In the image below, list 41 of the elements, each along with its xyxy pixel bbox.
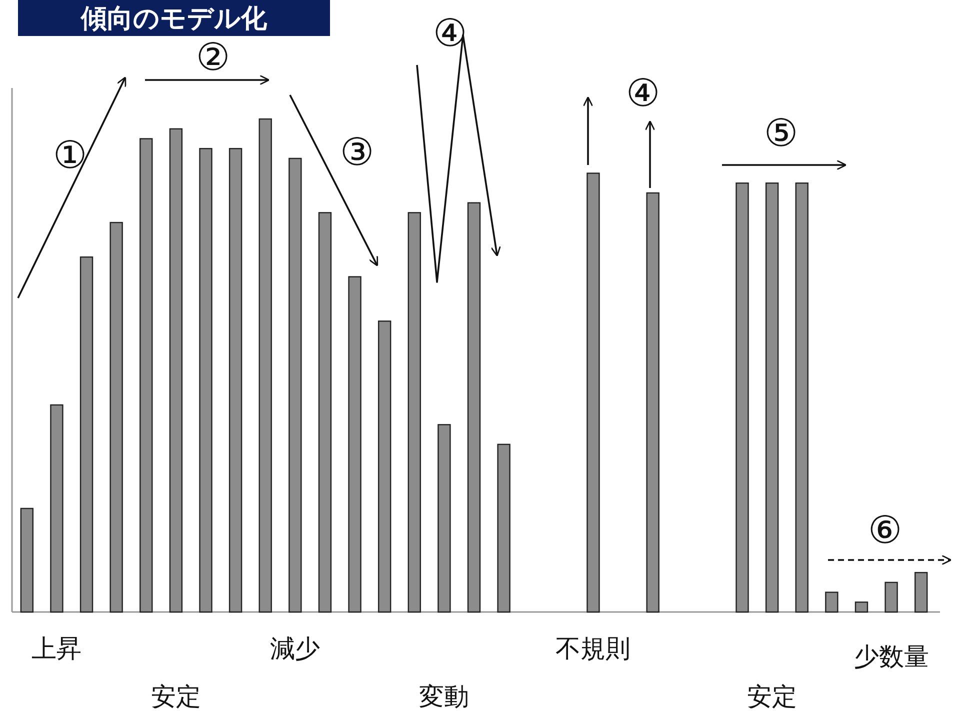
x-tick-label: 上昇	[32, 634, 82, 663]
bar	[408, 212, 421, 613]
bar	[348, 276, 362, 613]
bar	[80, 256, 94, 613]
bar	[140, 138, 153, 613]
bar	[438, 424, 451, 613]
x-tick-label: 安定	[150, 682, 201, 711]
bar	[497, 444, 510, 613]
bar	[646, 192, 660, 613]
x-tick-label: 変動	[419, 682, 470, 711]
x-tick-label: 少数量	[854, 642, 929, 671]
annotation: ③	[340, 130, 374, 174]
text: ④	[626, 71, 660, 115]
x-tick-label: 安定	[747, 682, 798, 711]
bar	[854, 602, 868, 613]
bar	[50, 404, 64, 613]
bar	[228, 148, 242, 613]
bar	[914, 572, 928, 613]
x-tick-label: 減少	[270, 634, 320, 663]
bar	[258, 118, 272, 613]
bar	[378, 320, 392, 613]
bar	[884, 582, 898, 613]
text: ④	[432, 11, 468, 55]
bar	[467, 202, 481, 613]
bar	[795, 182, 808, 613]
x-tick-label: 不規則	[556, 634, 631, 663]
bar	[169, 128, 183, 613]
bar	[20, 508, 34, 613]
bar	[110, 222, 123, 613]
bar	[288, 158, 302, 613]
bar	[318, 212, 332, 613]
chart-title: 傾向のモデル化	[80, 4, 268, 34]
bar	[736, 182, 749, 613]
annotation: ①	[52, 133, 88, 177]
bar	[765, 182, 779, 613]
bar	[586, 172, 600, 613]
annotation: ⑤	[764, 111, 798, 155]
bar	[199, 148, 212, 613]
bar	[825, 592, 838, 613]
text: ②	[196, 35, 230, 79]
annotation: ⑥	[868, 508, 902, 552]
